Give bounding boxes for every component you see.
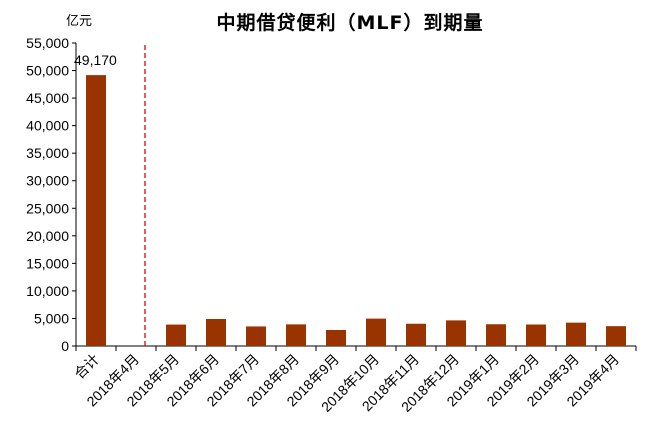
y-tick-label: 20,000 — [26, 228, 69, 244]
y-tick-label: 0 — [61, 338, 69, 354]
chart-title: 中期借贷便利（MLF）到期量 — [216, 12, 484, 34]
data-label: 49,170 — [74, 52, 117, 68]
y-tick-label: 35,000 — [26, 145, 69, 161]
bar — [326, 329, 346, 346]
bar — [526, 324, 546, 346]
bar — [166, 324, 186, 346]
bar — [366, 318, 386, 346]
bar — [446, 320, 466, 346]
y-tick-label: 30,000 — [26, 173, 69, 189]
bar — [246, 326, 266, 346]
y-tick-label: 45,000 — [26, 90, 69, 106]
y-tick-label: 5,000 — [34, 310, 69, 326]
bar — [286, 324, 306, 346]
y-tick-label: 50,000 — [26, 63, 69, 79]
y-tick-label: 25,000 — [26, 200, 69, 216]
x-tick-label: 合计 — [71, 351, 102, 382]
y-tick-label: 10,000 — [26, 283, 69, 299]
y-tick-label: 40,000 — [26, 118, 69, 134]
unit-label: 亿元 — [66, 14, 93, 29]
bar — [606, 326, 626, 346]
bar — [86, 75, 106, 347]
bar — [406, 323, 426, 346]
bar — [566, 322, 586, 346]
bar — [206, 318, 226, 346]
y-tick-label: 55,000 — [26, 35, 69, 51]
bar — [486, 324, 506, 346]
y-tick-label: 15,000 — [26, 255, 69, 271]
